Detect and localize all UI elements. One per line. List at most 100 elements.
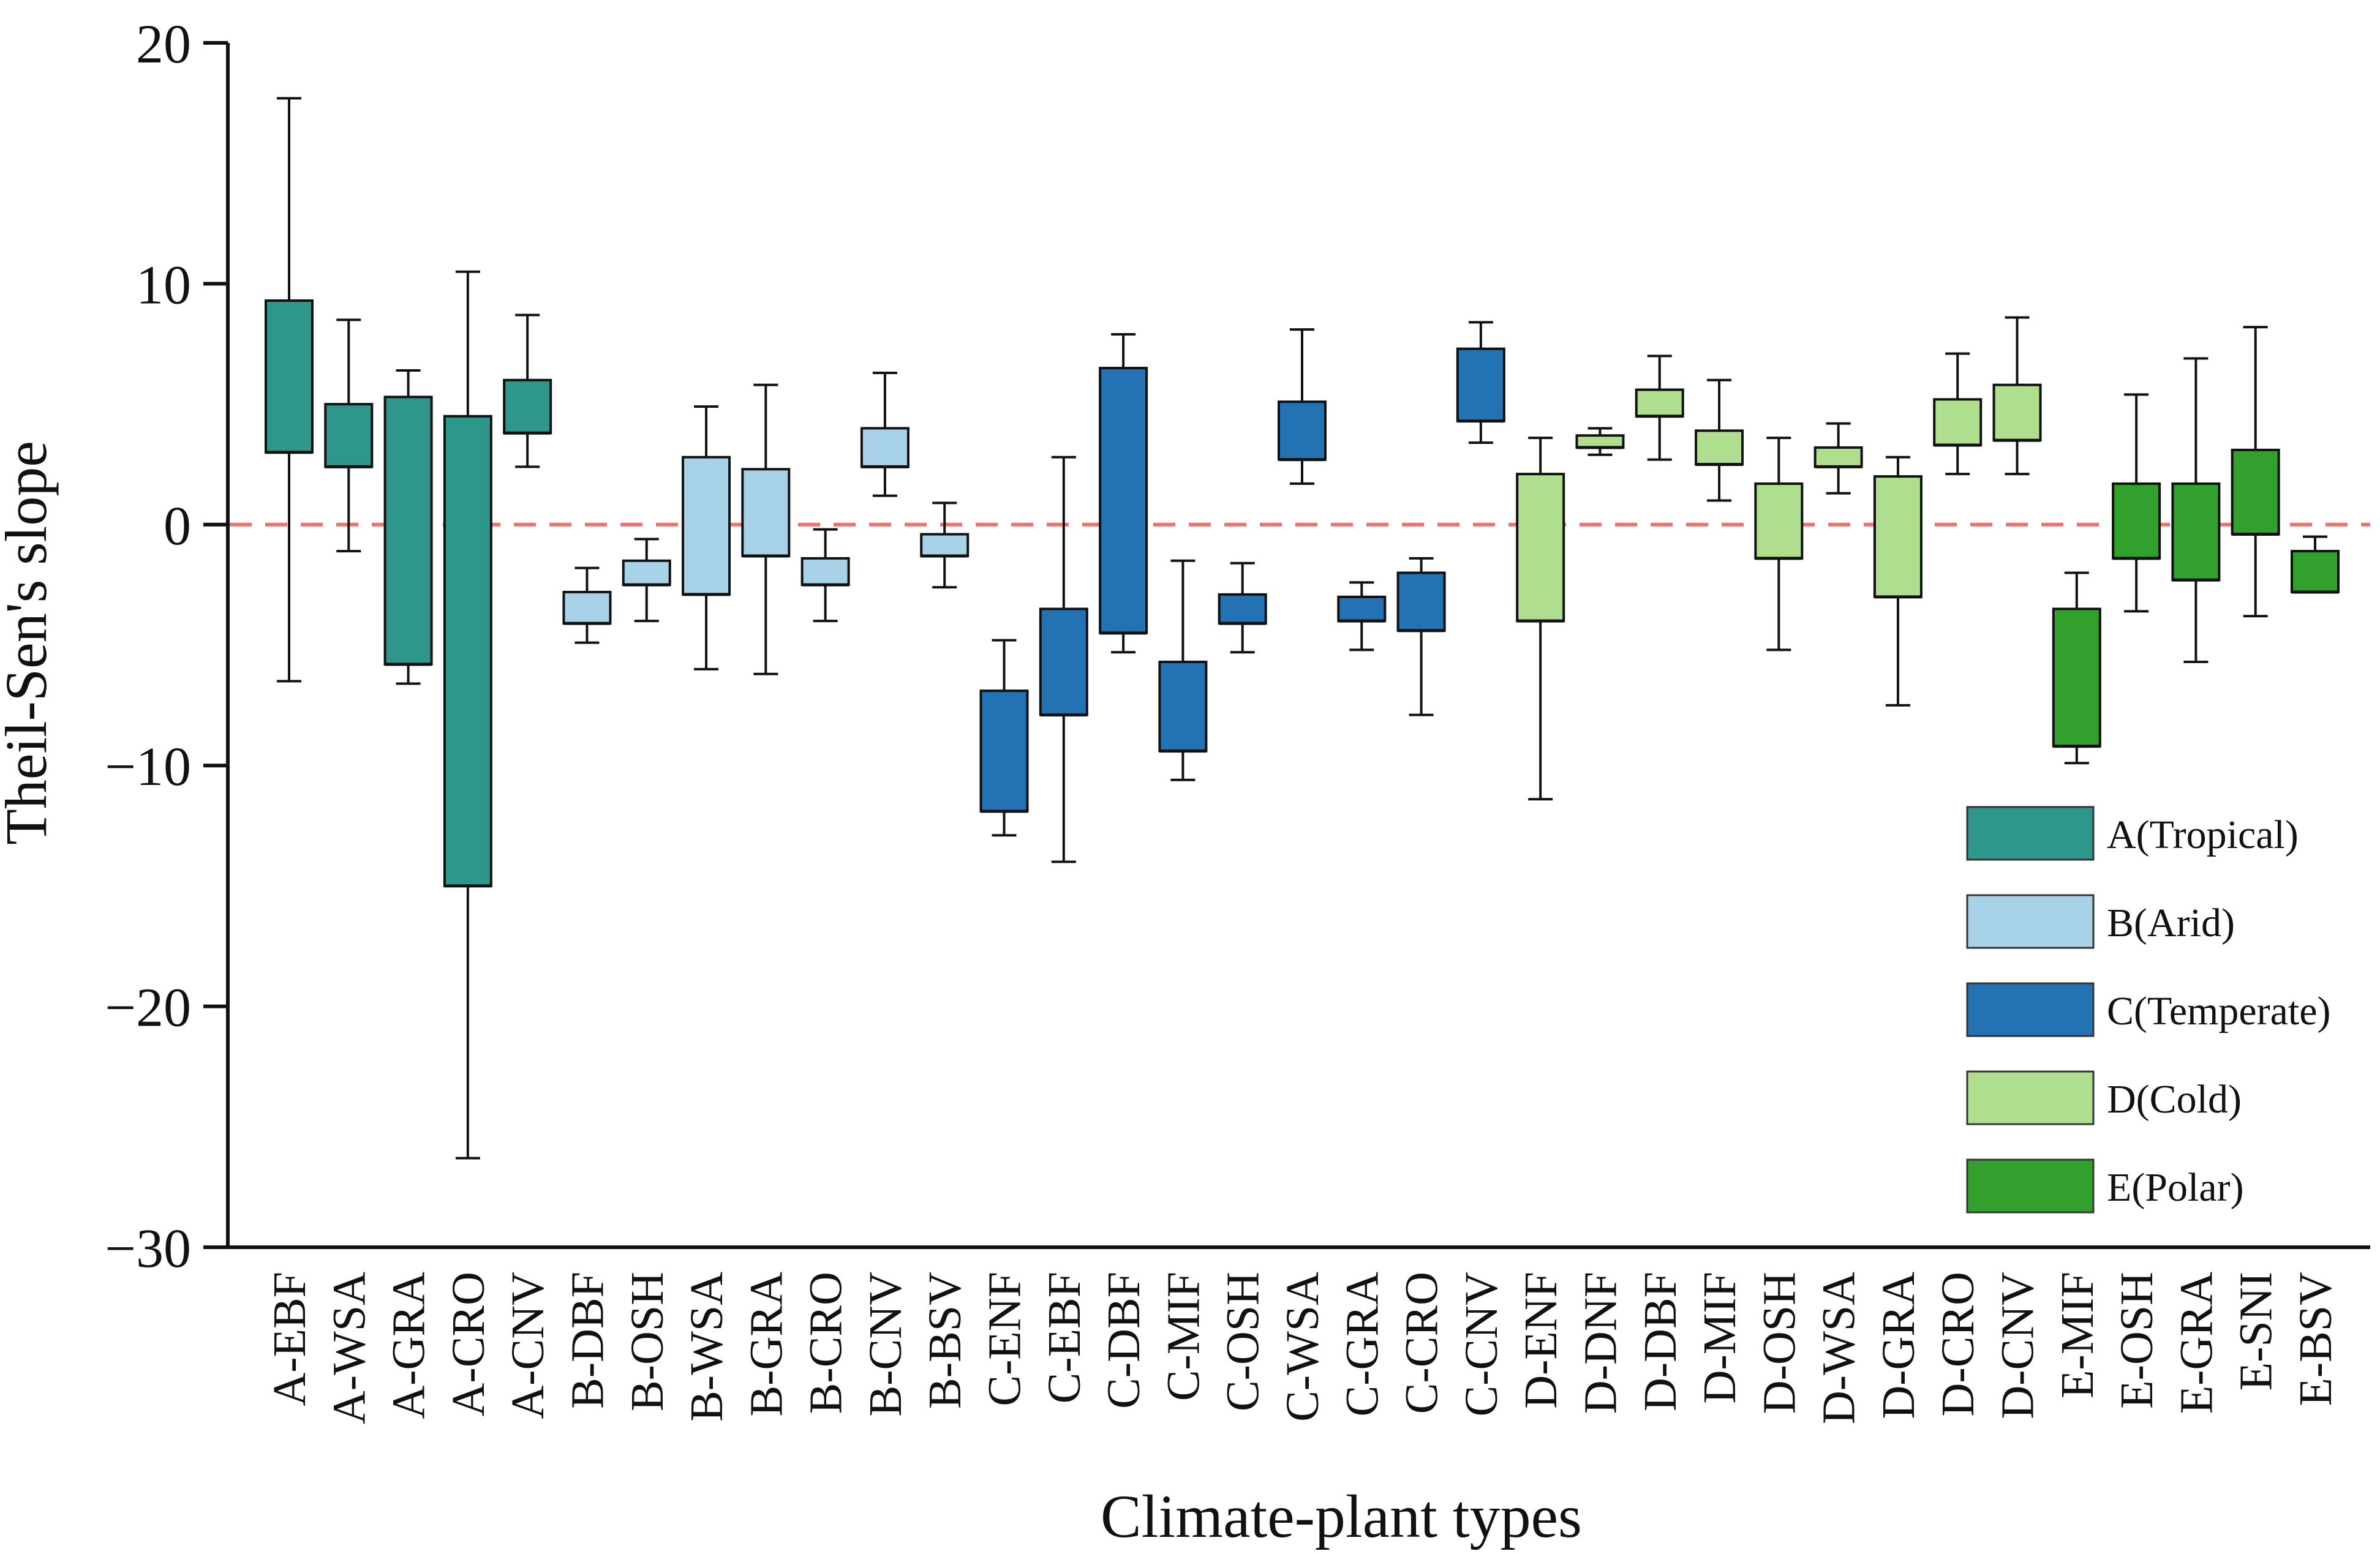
x-tick-label: D-OSH bbox=[1753, 1272, 1805, 1414]
box-c-osh bbox=[1218, 561, 1267, 654]
x-tick-label: B-CNV bbox=[860, 1272, 911, 1417]
box-iqr bbox=[265, 299, 314, 454]
box-iqr bbox=[1575, 434, 1625, 449]
box-e-gra bbox=[2171, 357, 2221, 664]
x-tick-label: A-WSA bbox=[323, 1272, 375, 1424]
box-b-cnv bbox=[860, 371, 909, 497]
box-b-gra bbox=[741, 383, 791, 675]
x-tick-label: B-DBF bbox=[562, 1272, 613, 1409]
box-iqr bbox=[1813, 446, 1863, 468]
box-iqr bbox=[443, 415, 492, 887]
box-iqr bbox=[324, 403, 374, 468]
legend-label: B(Arid) bbox=[2107, 901, 2235, 945]
box-iqr bbox=[860, 427, 909, 468]
x-tick-label: C-DBF bbox=[1098, 1272, 1150, 1409]
y-axis-title: Theil-Sen's slope bbox=[0, 441, 59, 845]
box-c-wsa bbox=[1278, 328, 1327, 485]
box-a-gra bbox=[383, 369, 433, 685]
x-tick-label: C-EBF bbox=[1039, 1272, 1090, 1403]
legend-item-a: A(Tropical) bbox=[1966, 806, 2299, 861]
x-tick-label: C-ENF bbox=[979, 1272, 1031, 1406]
x-tick-label: C-CNV bbox=[1456, 1272, 1507, 1417]
x-tick-label: A-GRA bbox=[383, 1272, 435, 1419]
legend-item-b: B(Arid) bbox=[1966, 894, 2235, 949]
box-d-wsa bbox=[1813, 422, 1863, 495]
legend-item-e: E(Polar) bbox=[1966, 1158, 2244, 1214]
x-tick-label: C-WSA bbox=[1277, 1272, 1328, 1422]
x-tick-label: E-OSH bbox=[2111, 1272, 2163, 1409]
box-b-bsv bbox=[920, 501, 970, 589]
box-c-mif bbox=[1158, 559, 1208, 781]
x-tick-label: B-CRO bbox=[800, 1272, 852, 1414]
box-iqr bbox=[2291, 550, 2340, 593]
box-iqr bbox=[1635, 388, 1684, 418]
box-e-sni bbox=[2231, 326, 2280, 618]
x-axis-ticks: A-EBF A-WSA A-GRA A-CRO A-CNV B-DBF B-OSH B-WSA… bbox=[264, 1272, 2341, 1424]
box-iqr bbox=[800, 557, 850, 587]
box-e-osh bbox=[2112, 393, 2161, 613]
x-tick-label: E-BSV bbox=[2290, 1272, 2341, 1406]
x-tick-label: D-GRA bbox=[1873, 1272, 1924, 1419]
box-d-enf bbox=[1516, 437, 1565, 801]
x-tick-label: B-OSH bbox=[622, 1272, 673, 1411]
box-iqr bbox=[2171, 482, 2221, 582]
box-d-mif bbox=[1695, 378, 1744, 502]
box-iqr bbox=[1278, 400, 1327, 461]
x-tick-label: A-CNV bbox=[502, 1272, 554, 1419]
box-iqr bbox=[1933, 398, 1983, 446]
box-e-bsv bbox=[2291, 535, 2340, 594]
box-iqr bbox=[979, 689, 1029, 813]
box-iqr bbox=[1337, 595, 1387, 623]
box-c-ebf bbox=[1039, 456, 1088, 863]
x-tick-label: D-CNV bbox=[1992, 1272, 2044, 1419]
box-series bbox=[265, 97, 2340, 1160]
box-c-dbf bbox=[1099, 333, 1148, 654]
x-tick-label: D-CRO bbox=[1932, 1272, 1984, 1416]
box-iqr bbox=[383, 396, 433, 666]
x-tick-label: B-WSA bbox=[681, 1272, 732, 1422]
x-tick-label: C-OSH bbox=[1218, 1272, 1269, 1411]
box-c-cnv bbox=[1456, 321, 1505, 445]
box-d-gra bbox=[1873, 456, 1922, 707]
box-iqr bbox=[1873, 475, 1922, 598]
legend-item-d: D(Cold) bbox=[1966, 1070, 2242, 1125]
x-tick-label: E-MIF bbox=[2052, 1272, 2103, 1398]
x-tick-label: E-SNI bbox=[2231, 1272, 2282, 1391]
box-iqr bbox=[2052, 607, 2101, 748]
box-a-cro bbox=[443, 270, 492, 1160]
box-iqr bbox=[741, 468, 791, 557]
x-tick-label: A-CRO bbox=[443, 1272, 494, 1416]
y-axis-ticks: 20 10 0 −10 −20 −30 bbox=[105, 14, 228, 1279]
box-c-enf bbox=[979, 639, 1029, 837]
x-tick-label: C-MIF bbox=[1158, 1272, 1209, 1401]
x-tick-label: B-GRA bbox=[740, 1272, 792, 1417]
x-tick-label: D-MIF bbox=[1694, 1272, 1745, 1403]
box-iqr bbox=[1218, 593, 1267, 625]
legend-swatch bbox=[1966, 982, 2095, 1037]
x-tick-label: D-DNF bbox=[1575, 1272, 1626, 1414]
box-b-dbf bbox=[562, 566, 612, 644]
box-d-dnf bbox=[1575, 427, 1625, 456]
box-d-cnv bbox=[1992, 316, 2042, 476]
box-iqr bbox=[1158, 661, 1208, 753]
box-iqr bbox=[1695, 429, 1744, 466]
legend-label: C(Temperate) bbox=[2107, 989, 2331, 1034]
x-tick-label: C-GRA bbox=[1336, 1272, 1388, 1417]
box-c-cro bbox=[1396, 557, 1446, 716]
box-iqr bbox=[503, 378, 552, 435]
box-b-wsa bbox=[682, 405, 731, 670]
y-tick-label: 20 bbox=[136, 14, 191, 75]
box-iqr bbox=[682, 456, 731, 596]
y-tick-label: 10 bbox=[136, 255, 191, 315]
legend-swatch bbox=[1966, 894, 2095, 949]
x-tick-label: A-EBF bbox=[264, 1272, 315, 1406]
x-tick-label: B-BSV bbox=[919, 1272, 971, 1409]
legend-swatch bbox=[1966, 1158, 2095, 1214]
box-a-wsa bbox=[324, 318, 374, 553]
box-iqr bbox=[1456, 347, 1505, 422]
box-a-ebf bbox=[265, 97, 314, 683]
legend-swatch bbox=[1966, 1070, 2095, 1125]
legend-label: E(Polar) bbox=[2107, 1165, 2244, 1210]
